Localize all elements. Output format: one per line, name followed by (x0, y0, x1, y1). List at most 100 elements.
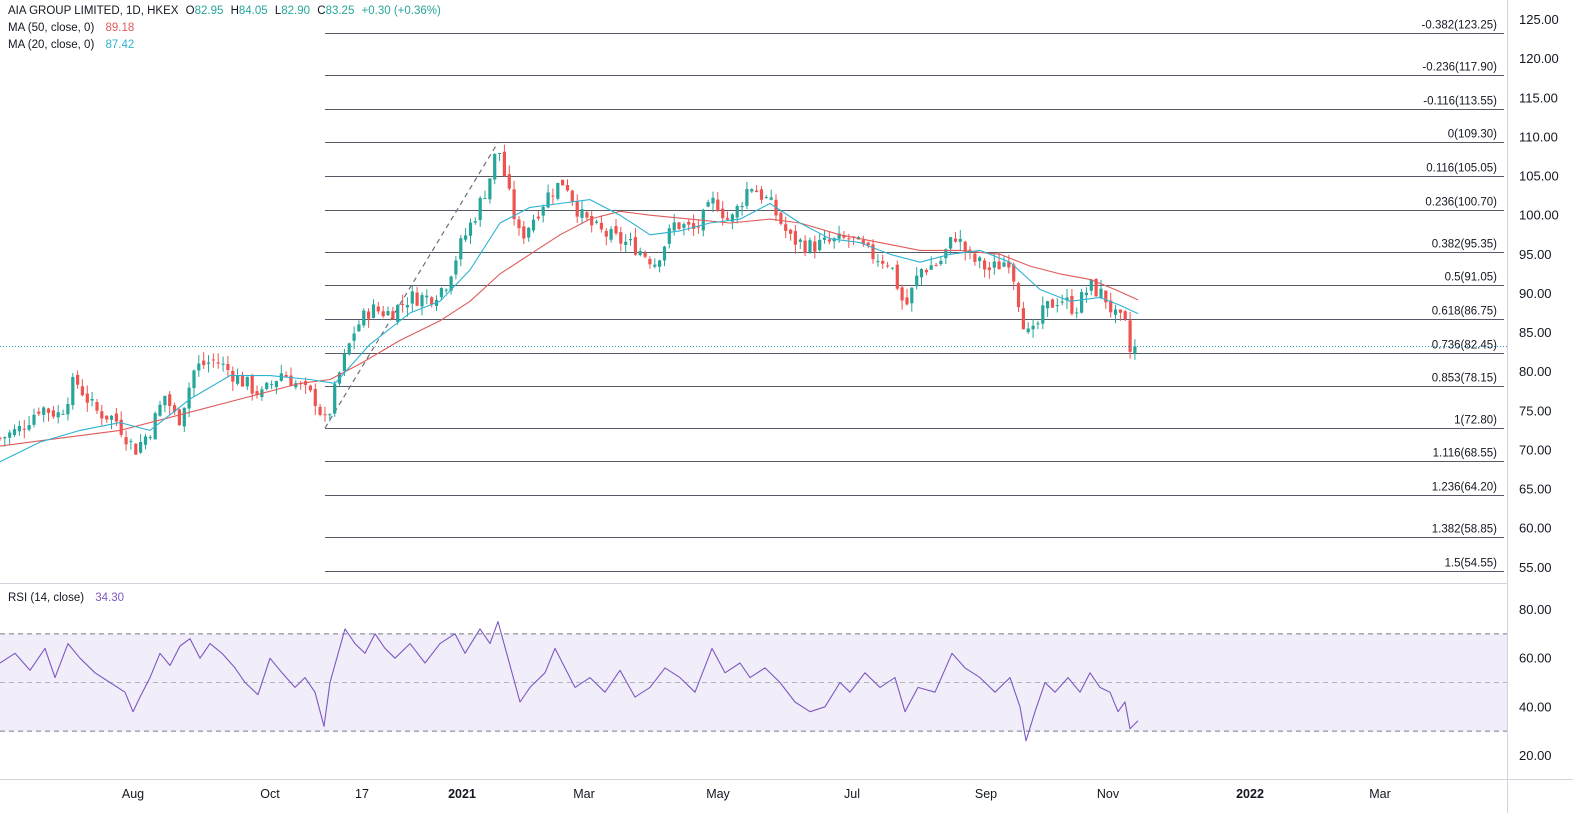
candle[interactable] (318, 403, 322, 417)
candle[interactable] (949, 236, 953, 255)
candle[interactable] (527, 226, 531, 242)
candle[interactable] (42, 406, 46, 423)
candle[interactable] (895, 260, 899, 291)
candle[interactable] (997, 252, 1001, 270)
candle[interactable] (682, 222, 686, 236)
candle[interactable] (454, 256, 458, 280)
candle[interactable] (439, 287, 443, 301)
trend-line[interactable] (324, 142, 499, 429)
candle[interactable] (8, 429, 12, 445)
candle[interactable] (604, 228, 608, 246)
candle[interactable] (483, 190, 487, 199)
candle[interactable] (386, 306, 390, 317)
candle[interactable] (905, 288, 909, 306)
candle[interactable] (347, 342, 351, 356)
candle[interactable] (813, 235, 817, 259)
candle[interactable] (735, 204, 739, 224)
candle[interactable] (221, 356, 225, 372)
candle[interactable] (696, 219, 700, 234)
candle[interactable] (662, 245, 667, 267)
candle[interactable] (1055, 298, 1059, 313)
candle[interactable] (493, 153, 497, 185)
candle[interactable] (638, 247, 642, 257)
candle[interactable] (425, 289, 429, 304)
candle[interactable] (27, 416, 31, 432)
candle[interactable] (1016, 281, 1021, 312)
legend-ma20-row[interactable]: MA (20, close, 0) 87.42 (8, 37, 441, 54)
candle[interactable] (197, 355, 201, 377)
candle[interactable] (764, 195, 768, 199)
candle[interactable] (211, 353, 215, 368)
candle[interactable] (1080, 288, 1084, 314)
candle[interactable] (352, 326, 356, 350)
candle[interactable] (1084, 287, 1088, 303)
candle[interactable] (362, 308, 366, 328)
candle[interactable] (677, 221, 681, 231)
candle[interactable] (255, 385, 259, 399)
candle[interactable] (779, 211, 783, 226)
candle[interactable] (357, 320, 361, 332)
candle[interactable] (420, 292, 424, 316)
candle[interactable] (822, 230, 827, 244)
candle[interactable] (725, 211, 730, 221)
candle[interactable] (1123, 309, 1127, 322)
candle[interactable] (313, 383, 317, 415)
candle[interactable] (590, 210, 594, 233)
candle[interactable] (405, 297, 409, 317)
candle[interactable] (1031, 319, 1035, 338)
moving-averages[interactable] (0, 199, 1139, 463)
candle[interactable] (769, 189, 773, 201)
candle[interactable] (958, 230, 962, 250)
candle[interactable] (517, 215, 521, 236)
candle[interactable] (992, 253, 996, 275)
candle[interactable] (973, 251, 977, 266)
candle[interactable] (711, 191, 715, 213)
candle[interactable] (182, 407, 186, 432)
candle[interactable] (274, 380, 278, 395)
candle[interactable] (328, 413, 332, 422)
candle[interactable] (953, 232, 958, 243)
candle[interactable] (575, 194, 579, 224)
candle[interactable] (308, 384, 312, 393)
fib-trend-line[interactable] (324, 142, 499, 429)
candle[interactable] (881, 254, 885, 269)
candle[interactable] (148, 434, 152, 441)
candle[interactable] (861, 235, 865, 247)
fibonacci-retracement[interactable]: -0.382(123.25) -0.236(117.90) -0.116(113.5… (325, 20, 1504, 572)
candle[interactable] (910, 287, 914, 312)
candle[interactable] (808, 237, 812, 254)
candle[interactable] (1099, 279, 1103, 300)
candle[interactable] (531, 214, 536, 233)
legend-ma50-row[interactable]: MA (50, close, 0) 89.18 (8, 20, 441, 37)
candle[interactable] (929, 256, 933, 270)
candle[interactable] (502, 144, 506, 177)
candle[interactable] (522, 221, 526, 244)
candle[interactable] (716, 192, 720, 213)
candle[interactable] (643, 250, 647, 259)
rsi-line[interactable] (0, 621, 1139, 742)
candle[interactable] (580, 200, 584, 225)
rsi-legend[interactable]: RSI (14, close) 34.30 (8, 590, 124, 607)
candle[interactable] (61, 409, 65, 415)
candle[interactable] (3, 436, 7, 447)
candle[interactable] (1128, 312, 1132, 359)
candle[interactable] (17, 420, 21, 436)
candle[interactable] (381, 305, 385, 319)
candle[interactable] (473, 217, 477, 225)
candle[interactable] (289, 367, 293, 387)
candle[interactable] (667, 224, 671, 249)
candle[interactable] (488, 178, 492, 204)
candle[interactable] (430, 296, 434, 308)
candle[interactable] (410, 286, 414, 313)
candle[interactable] (158, 400, 162, 417)
candle[interactable] (333, 381, 337, 417)
candle[interactable] (270, 380, 274, 390)
candle[interactable] (915, 267, 919, 290)
candle[interactable] (968, 246, 972, 260)
candle[interactable] (371, 299, 376, 319)
candle[interactable] (658, 259, 662, 273)
candle[interactable] (798, 237, 802, 250)
candle[interactable] (750, 188, 754, 194)
candle[interactable] (803, 235, 807, 256)
